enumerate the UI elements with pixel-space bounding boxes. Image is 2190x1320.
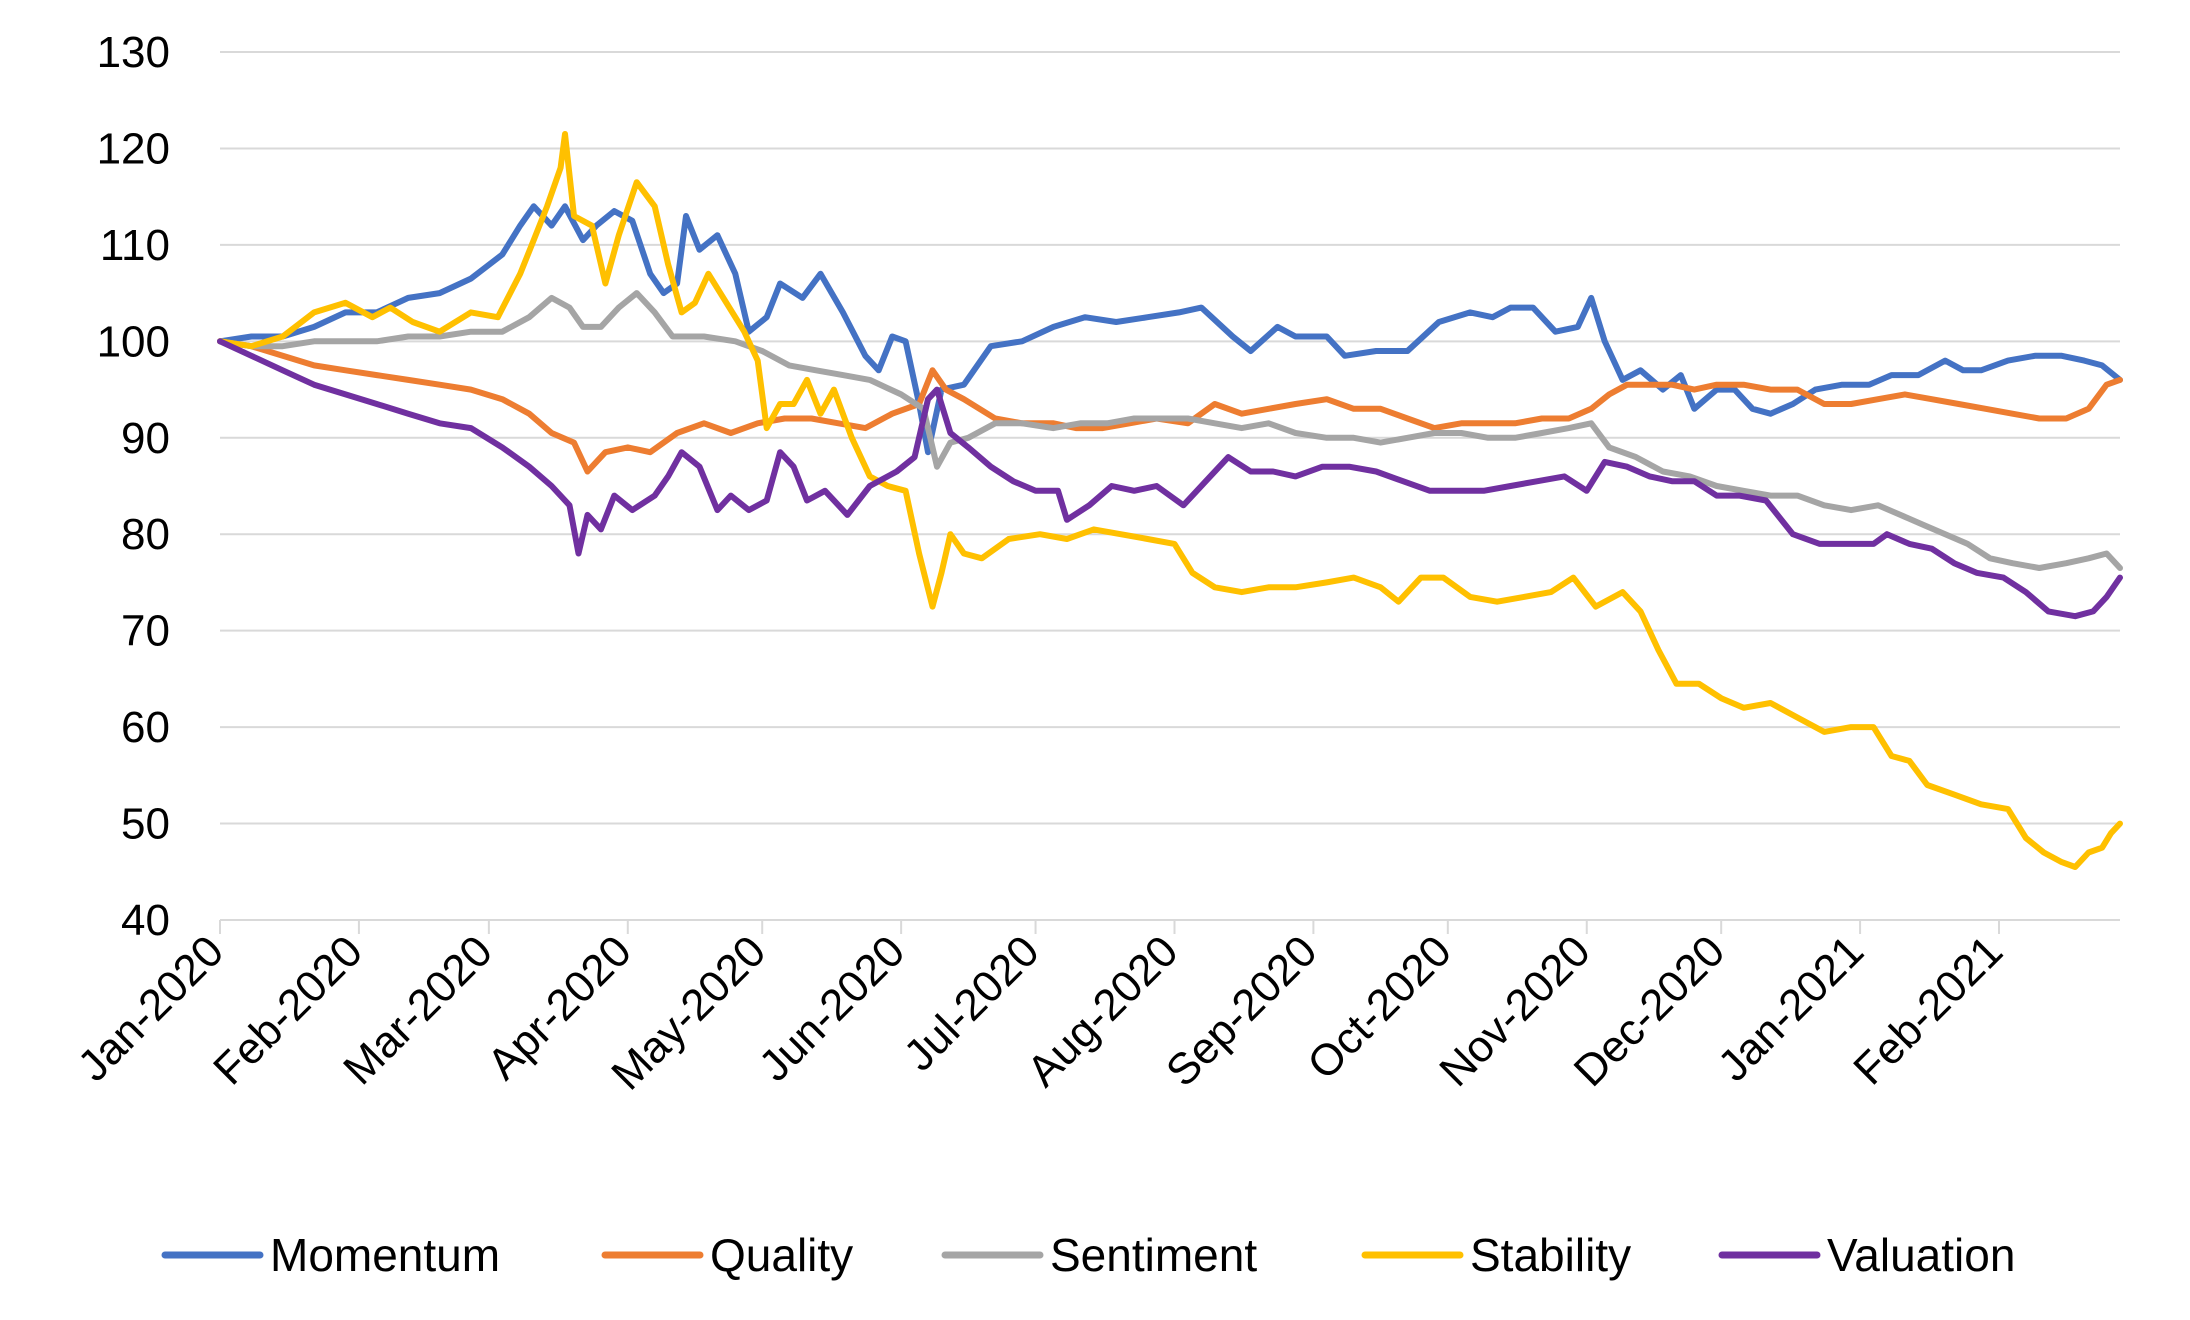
gridlines: [220, 51, 2120, 921]
x-tick-label: Jan-2021: [1709, 926, 1873, 1090]
y-tick-label: 100: [97, 317, 170, 366]
legend-label: Stability: [1470, 1229, 1631, 1281]
y-tick-label: 130: [97, 28, 170, 77]
x-tick-label: Jun-2020: [750, 926, 914, 1090]
y-tick-label: 80: [121, 510, 170, 559]
legend-label: Valuation: [1827, 1229, 2015, 1281]
series-line-valuation: [217, 338, 2123, 620]
y-tick-label: 90: [121, 414, 170, 463]
x-tick-label: Jan-2020: [69, 926, 233, 1090]
series-lines: [217, 131, 2123, 870]
series-line-quality: [217, 338, 2123, 475]
y-tick-label: 40: [121, 896, 170, 945]
y-tick-label: 70: [121, 607, 170, 656]
legend-item-stability: Stability: [1361, 1229, 1631, 1281]
legend-label: Momentum: [270, 1229, 500, 1281]
y-tick-label: 60: [121, 703, 170, 752]
legend: Momentum Quality Sentiment Stability Valuati…: [161, 1229, 2015, 1281]
legend-item-sentiment: Sentiment: [941, 1229, 1257, 1281]
legend-label: Sentiment: [1050, 1229, 1257, 1281]
series-line-stability: [217, 131, 2123, 870]
y-tick-label: 120: [97, 124, 170, 173]
x-tick-label: Feb-2021: [1844, 926, 2012, 1094]
x-tick-label: Aug-2020: [1018, 926, 1188, 1096]
y-tick-label: 50: [121, 800, 170, 849]
legend-item-quality: Quality: [601, 1229, 853, 1281]
legend-item-momentum: Momentum: [161, 1229, 500, 1281]
y-axis-ticks: 40 50 60 70 80 90 100 110 120 130: [97, 28, 170, 945]
legend-label: Quality: [710, 1229, 853, 1281]
legend-item-valuation: Valuation: [1718, 1229, 2015, 1281]
series-line-sentiment: [217, 290, 2123, 571]
x-tick-label: Sep-2020: [1157, 926, 1327, 1096]
y-tick-label: 110: [100, 221, 170, 270]
x-axis: Jan-2020Feb-2020Mar-2020Apr-2020May-2020…: [69, 919, 2120, 1099]
series-line-momentum: [217, 203, 2123, 456]
